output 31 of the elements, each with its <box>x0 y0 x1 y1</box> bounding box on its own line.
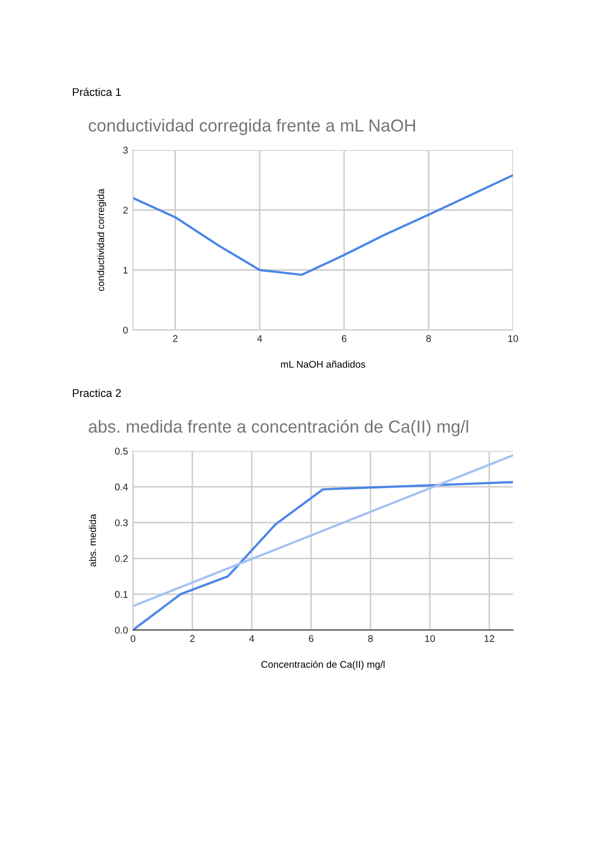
y-tick-label: 0 <box>123 326 128 334</box>
y-tick-label: 2 <box>123 206 128 214</box>
y-tick-label: 0.5 <box>115 448 128 455</box>
x-tick-label: 8 <box>426 335 431 342</box>
y-tick-label: 0.0 <box>115 626 128 634</box>
x-tick-label: 6 <box>342 335 346 342</box>
x-tick-label: 10 <box>508 335 518 342</box>
x-axis-title: Concentración de Ca(II) mg/l <box>261 660 384 670</box>
y-tick-label: 1 <box>123 266 128 274</box>
x-tick-label: 10 <box>425 635 435 642</box>
y-axis-title: abs. medida <box>88 514 96 567</box>
chart-title: abs. medida frente a concentración de Ca(II) mg/l <box>88 420 468 436</box>
x-tick-label: 2 <box>173 335 178 342</box>
x-tick-label: 2 <box>190 635 195 642</box>
x-tick-label: 4 <box>249 635 254 642</box>
x-axis-title: mL NaOH añadidos <box>281 360 366 368</box>
x-tick-label: 4 <box>257 335 262 342</box>
y-tick-label: 0.1 <box>115 590 128 598</box>
y-tick-label: 0.2 <box>115 555 128 562</box>
y-axis-title: conductividad corregida <box>97 188 106 291</box>
line-series <box>133 174 513 276</box>
y-tick-label: 3 <box>123 146 128 154</box>
x-tick-label: 8 <box>368 635 373 642</box>
chart-title: conductividad corregida frente a mL NaOH <box>88 118 415 136</box>
y-tick-label: 0.4 <box>115 484 128 490</box>
x-tick-label: 12 <box>484 635 494 642</box>
x-tick-label: 6 <box>308 635 314 642</box>
x-tick-label: 0 <box>130 635 136 642</box>
y-tick-label: 0.3 <box>115 519 128 526</box>
text: Práctica 1 <box>72 88 121 96</box>
text: Practica 2 <box>72 388 121 397</box>
